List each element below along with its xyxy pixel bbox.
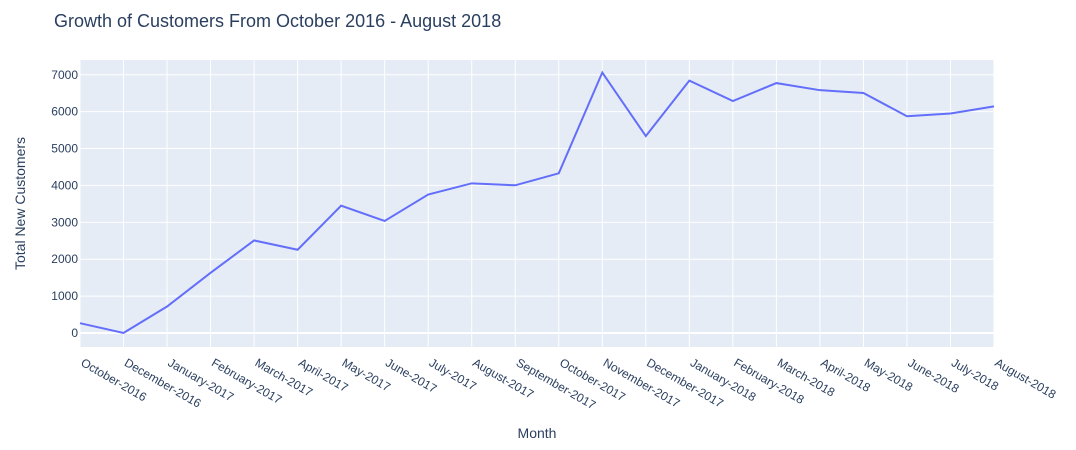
y-tick-label: 0 xyxy=(71,326,78,340)
y-tick-label: 7000 xyxy=(51,68,78,82)
y-axis-title: Total New Customers xyxy=(12,137,28,270)
x-axis-title: Month xyxy=(518,425,557,441)
y-tick-label: 2000 xyxy=(51,252,78,266)
x-axis-ticks: October-2016December-2016January-2017Feb… xyxy=(79,355,1059,412)
y-axis-ticks: 0 1000 2000 3000 4000 5000 6000 7000 xyxy=(51,68,78,340)
chart-title: Growth of Customers From October 2016 - … xyxy=(54,11,502,31)
plot-area xyxy=(80,60,994,347)
y-tick-label: 6000 xyxy=(51,105,78,119)
y-tick-label: 4000 xyxy=(51,178,78,192)
y-tick-label: 5000 xyxy=(51,142,78,156)
grid xyxy=(79,60,995,347)
y-tick-label: 3000 xyxy=(51,215,78,229)
x-tick-label: May-2017 xyxy=(340,355,393,394)
y-tick-label: 1000 xyxy=(51,289,78,303)
x-tick-label: May-2018 xyxy=(862,355,915,394)
x-tick-label: August-2018 xyxy=(993,355,1059,401)
series-line xyxy=(79,70,995,335)
